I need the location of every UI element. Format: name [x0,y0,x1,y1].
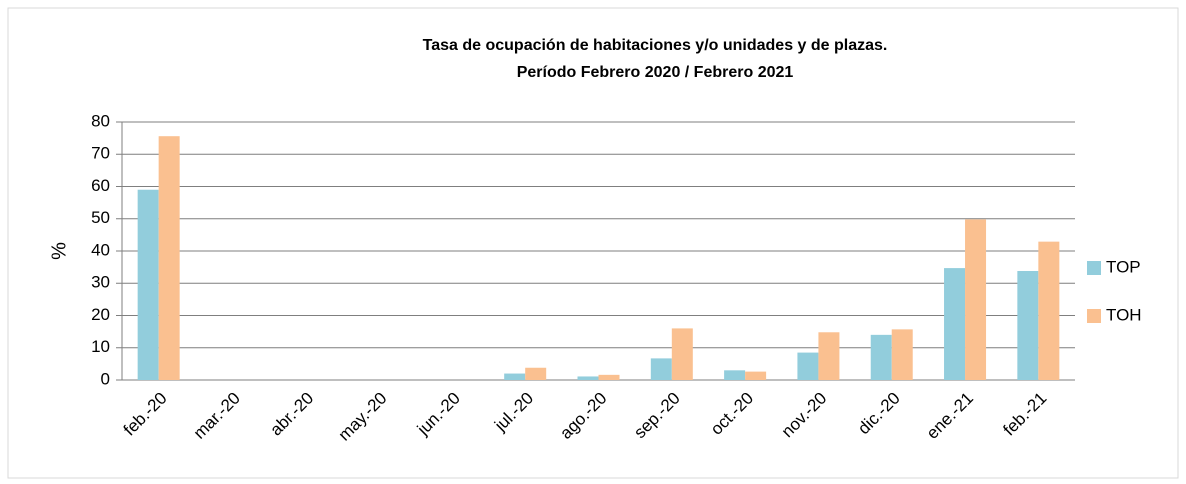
bar [577,376,599,380]
bar [650,358,672,380]
bar [797,352,819,380]
y-tick-label: 30 [91,273,110,292]
y-tick-label: 0 [101,369,110,388]
chart-title: Tasa de ocupación de habitaciones y/o un… [423,37,888,54]
bar [1017,270,1039,380]
legend-label: TOH [1106,305,1142,324]
y-tick-label: 80 [91,111,110,130]
bar [598,374,620,380]
bar [944,268,966,380]
bar [891,329,913,380]
y-tick-label: 10 [91,337,110,356]
bar [965,219,987,380]
bar [870,334,892,380]
y-axis-label: % [48,242,70,260]
y-tick-label: 70 [91,144,110,163]
bar [1038,241,1060,380]
y-tick-label: 60 [91,176,110,195]
y-tick-label: 20 [91,305,110,324]
bar [137,189,159,380]
chart-subtitle: Período Febrero 2020 / Febrero 2021 [517,64,794,81]
bar [724,370,746,380]
bar [745,371,767,380]
bar [158,136,180,380]
bar [818,332,840,380]
bar [525,367,547,380]
y-tick-label: 50 [91,208,110,227]
bar [504,373,526,380]
legend-swatch [1087,309,1101,323]
bar [671,328,693,380]
y-tick-label: 40 [91,240,110,259]
legend-label: TOP [1106,257,1141,276]
legend-swatch [1087,261,1101,275]
